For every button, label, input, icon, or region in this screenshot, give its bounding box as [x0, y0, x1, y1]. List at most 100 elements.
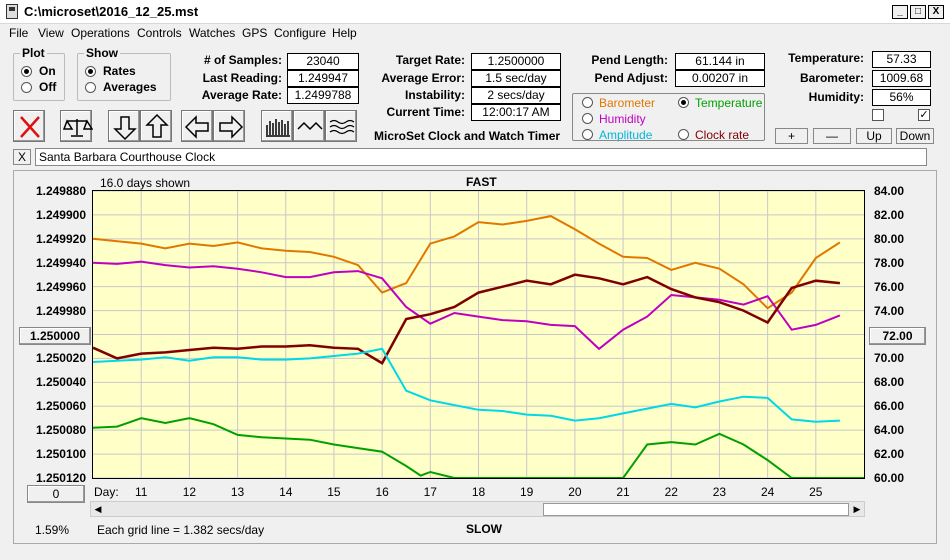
series-barometer-radio[interactable]	[582, 97, 593, 108]
x-tick-label: 16	[375, 485, 389, 499]
right-tick-label: 66.00	[874, 399, 905, 414]
menu-controls[interactable]: Controls	[137, 26, 182, 40]
series-line-3	[92, 347, 840, 423]
right-tick-label: 68.00	[874, 375, 905, 390]
plot-off-label: Off	[39, 80, 57, 94]
samples-label: # of Samples:	[203, 53, 282, 67]
histogram-button[interactable]	[261, 110, 293, 142]
series-temperature-radio[interactable]	[678, 97, 689, 108]
menu-operations[interactable]: Operations	[71, 26, 130, 40]
arrow-left-icon	[184, 115, 209, 139]
up-button[interactable]: Up	[856, 128, 892, 144]
left-tick-label: 1.249960	[35, 279, 86, 294]
left-tick-label: 1.249940	[35, 255, 86, 270]
left-center-button[interactable]: 1.250000	[19, 327, 91, 345]
x-tick-label: 23	[712, 485, 727, 499]
average-rate-value: 1.2499788	[287, 87, 359, 104]
menu-gps[interactable]: GPS	[242, 26, 268, 40]
last-reading-label: Last Reading:	[202, 71, 282, 85]
plot-off-radio[interactable]	[21, 82, 32, 93]
scroll-right-icon[interactable]: ▶	[853, 504, 861, 514]
checkbox-1[interactable]	[872, 109, 884, 121]
average-error-value: 1.5 sec/day	[471, 70, 561, 87]
barometer-value: 1009.68	[872, 70, 931, 87]
horizontal-scrollbar[interactable]: ◀ ▶	[90, 501, 865, 517]
x-tick-label: 22	[664, 485, 678, 499]
series-humidity-label: Humidity	[599, 112, 646, 126]
right-arrow-button[interactable]	[213, 110, 245, 142]
left-tick-label: 1.250100	[35, 447, 86, 462]
menu-watches[interactable]: Watches	[189, 26, 236, 40]
left-tick-label: 1.249880	[35, 184, 86, 198]
x-tick-label: 15	[327, 485, 341, 499]
left-tick-label: 1.249980	[35, 303, 86, 318]
left-arrow-button[interactable]	[181, 110, 213, 142]
right-center-button[interactable]: 72.00	[869, 327, 926, 345]
last-reading-value: 1.249947	[287, 70, 359, 87]
left-bottom-button[interactable]: 0	[27, 485, 85, 503]
left-tick-label: 1.250080	[35, 423, 86, 438]
right-tick-label: 62.00	[874, 447, 905, 462]
clock-name-input[interactable]: Santa Barbara Courthouse Clock	[35, 148, 927, 166]
menu-view[interactable]: View	[38, 26, 64, 40]
checkbox-2[interactable]: ✓	[918, 109, 930, 121]
multiwave-icon	[329, 119, 355, 135]
slow-label: SLOW	[466, 522, 502, 536]
app-icon[interactable]	[6, 4, 18, 19]
series-clock-rate-radio[interactable]	[678, 129, 689, 140]
left-tick-label: 1.249920	[35, 231, 86, 246]
balance-button[interactable]	[60, 110, 93, 142]
clear-name-button[interactable]: X	[13, 149, 31, 165]
percent-label: 1.59%	[35, 523, 70, 537]
right-tick-label: 76.00	[874, 279, 905, 294]
app-subtitle: MicroSet Clock and Watch Timer	[374, 129, 561, 143]
arrow-right-icon	[219, 115, 244, 139]
x-tick-label: 20	[568, 485, 582, 499]
series-clock-rate-label: Clock rate	[695, 128, 750, 142]
menu-configure[interactable]: Configure	[274, 26, 327, 40]
average-error-label: Average Error:	[381, 71, 465, 85]
x-tick-label: 17	[423, 485, 437, 499]
close-button[interactable]: X	[928, 5, 944, 19]
left-tick-label: 1.250020	[35, 351, 86, 366]
minus-button[interactable]: —	[813, 128, 851, 144]
series-line-1	[92, 260, 841, 351]
grid-note: Each grid line = 1.382 secs/day	[97, 523, 265, 537]
humidity-value: 56%	[872, 89, 931, 106]
temperature-value: 57.33	[872, 51, 931, 68]
x-tick-label: 11	[134, 485, 148, 499]
series-amplitude-radio[interactable]	[582, 129, 593, 140]
down-arrow-button[interactable]	[108, 110, 140, 142]
maximize-button[interactable]: □	[910, 5, 926, 19]
plot-on-radio[interactable]	[21, 66, 32, 77]
x-tick-label: 19	[520, 485, 534, 499]
humidity-label: Humidity:	[808, 90, 864, 104]
left-tick-label: 1.250060	[35, 399, 86, 414]
scroll-left-icon[interactable]: ◀	[94, 504, 102, 514]
x-tick-label: 14	[279, 485, 293, 499]
x-tick-label: 21	[616, 485, 630, 499]
scrollbar-thumb[interactable]	[543, 503, 849, 516]
x-tick-label: 18	[471, 485, 486, 499]
arrow-down-icon	[113, 116, 137, 141]
samples-value: 23040	[287, 53, 359, 70]
up-arrow-button[interactable]	[140, 110, 172, 142]
left-tick-label: 1.250040	[35, 375, 86, 390]
stop-button[interactable]	[13, 110, 45, 142]
plus-button[interactable]: +	[775, 128, 808, 144]
show-rates-radio[interactable]	[85, 66, 96, 77]
show-group	[77, 53, 171, 101]
series-line-2	[92, 273, 841, 365]
menu-help[interactable]: Help	[332, 26, 357, 40]
menu-file[interactable]: File	[9, 26, 29, 40]
down-button[interactable]: Down	[896, 128, 934, 144]
scale-icon	[62, 119, 93, 137]
show-averages-radio[interactable]	[85, 82, 96, 93]
series-humidity-radio[interactable]	[582, 113, 593, 124]
wave-button[interactable]	[293, 110, 325, 142]
series-line-0	[92, 215, 841, 310]
multiwave-button[interactable]	[325, 110, 357, 142]
minimize-button[interactable]: _	[892, 5, 908, 19]
series-amplitude-label: Amplitude	[599, 128, 653, 142]
temperature-label: Temperature:	[788, 51, 864, 65]
